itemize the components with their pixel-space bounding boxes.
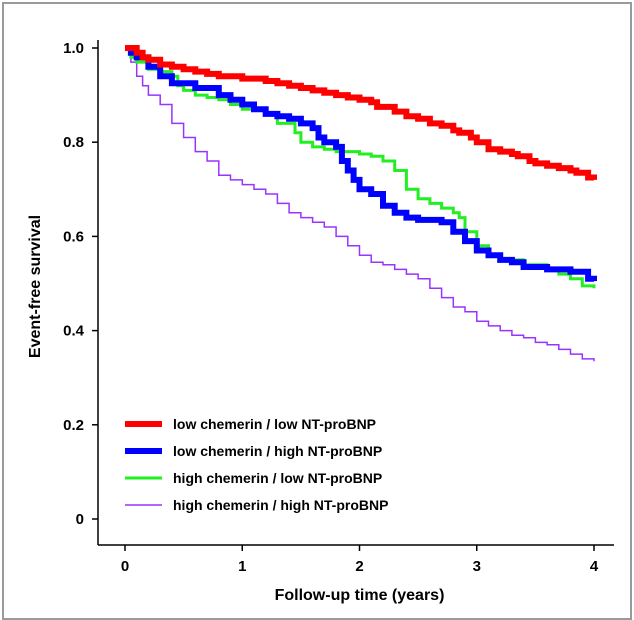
y-tick-label: 0.4 — [63, 323, 85, 340]
y-tick-label: 0 — [76, 511, 84, 528]
series-line-2 — [125, 45, 597, 282]
y-tick-label: 1.0 — [63, 40, 84, 57]
series-line-1 — [125, 45, 597, 181]
x-tick-label: 0 — [121, 558, 129, 575]
y-axis-title: Event-free survival — [27, 215, 44, 358]
legend-label: high chemerin / high NT-proBNP — [173, 497, 388, 513]
legend-label: low chemerin / high NT-proBNP — [173, 443, 382, 459]
series-layer — [125, 45, 597, 362]
y-tick-label: 0.6 — [63, 228, 84, 245]
legend: low chemerin / low NT-proBNP low chemerin… — [125, 416, 388, 513]
legend-label: high chemerin / low NT-proBNP — [173, 470, 382, 486]
axes: 0 1 2 3 4 0 0.2 0.4 0.6 0.8 1.0 — [63, 40, 614, 575]
x-axis-title: Follow-up time (years) — [275, 587, 445, 604]
y-tick-label: 0.8 — [63, 134, 84, 151]
legend-label: low chemerin / low NT-proBNP — [173, 416, 376, 432]
x-tick-label: 1 — [238, 558, 246, 575]
x-tick-label: 3 — [473, 558, 481, 575]
series-line-4 — [125, 47, 595, 362]
x-tick-label: 4 — [590, 558, 599, 575]
x-tick-label: 2 — [355, 558, 363, 575]
y-tick-label: 0.2 — [63, 417, 84, 434]
